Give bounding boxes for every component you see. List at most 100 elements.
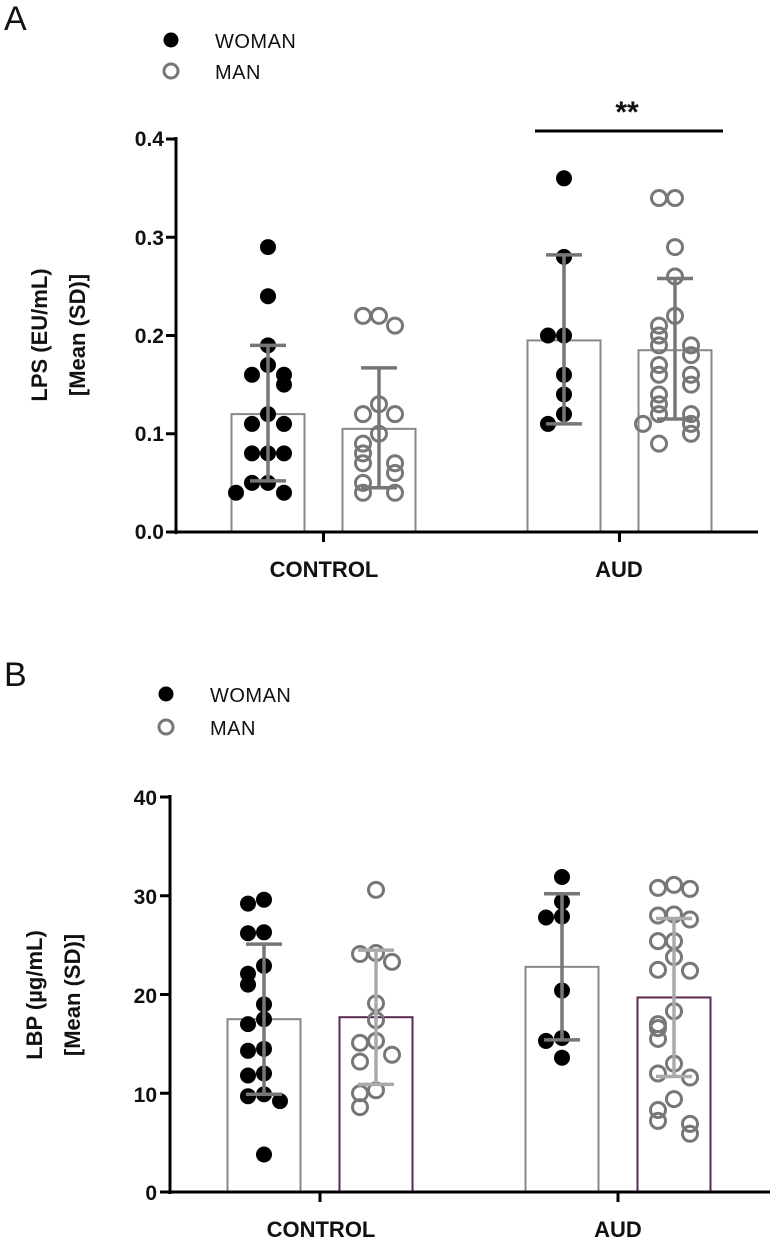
x-category-aud-b: AUD <box>594 1217 642 1242</box>
data-point-man <box>650 405 668 424</box>
data-point-woman <box>260 288 276 305</box>
data-point-woman <box>244 445 260 462</box>
data-point-man <box>666 188 684 207</box>
x-category-control-a: CONTROL <box>270 557 379 582</box>
y-tick-label: 40 <box>134 787 157 810</box>
data-point-man <box>649 1019 667 1038</box>
data-point-man <box>383 1045 401 1064</box>
data-point-man <box>354 434 372 453</box>
data-point-woman <box>240 1042 256 1059</box>
significance-label-a: ** <box>615 96 639 129</box>
y-tick-label: 10 <box>134 1084 157 1107</box>
data-point-man <box>682 375 700 394</box>
data-point-man <box>649 906 667 925</box>
data-point-woman <box>240 895 256 912</box>
data-point-man <box>634 414 652 433</box>
data-point-man <box>367 880 385 899</box>
data-point-woman <box>244 366 260 383</box>
data-point-man <box>649 932 667 951</box>
legend-a: WOMAN MAN <box>162 31 296 84</box>
legend-man-label: MAN <box>210 718 256 740</box>
data-point-man <box>649 960 667 979</box>
data-point-man <box>351 1098 369 1117</box>
data-point-man <box>682 405 700 424</box>
data-point-woman <box>244 415 260 432</box>
data-point-man <box>666 238 684 257</box>
legend-man-marker <box>157 718 175 736</box>
data-point-man <box>383 952 401 971</box>
x-category-control-b: CONTROL <box>267 1217 376 1242</box>
data-point-man <box>386 483 404 502</box>
panel-a: A WOMAN MAN LPS (EU/mL) [Mean (SD)] 0.0 … <box>4 0 758 582</box>
data-point-woman <box>240 1016 256 1033</box>
data-point-woman <box>276 415 292 432</box>
data-point-man <box>354 444 372 463</box>
data-point-man <box>354 454 372 473</box>
data-point-man <box>650 434 668 453</box>
data-point-woman <box>272 1093 288 1110</box>
data-point-woman <box>538 909 554 926</box>
data-point-man <box>386 316 404 335</box>
data-point-woman <box>276 376 292 393</box>
data-point-man <box>650 365 668 384</box>
y-tick-label: 0.2 <box>135 325 164 348</box>
legend-man-marker <box>162 62 180 80</box>
data-point-man <box>649 1064 667 1083</box>
y-axis-label-b-line2: [Mean (SD)] <box>60 934 85 1056</box>
data-point-man <box>681 961 699 980</box>
y-ticks-b: 0 10 20 30 40 <box>134 787 157 1205</box>
data-point-man <box>386 454 404 473</box>
data-point-woman <box>276 445 292 462</box>
legend-woman-label: WOMAN <box>210 685 291 707</box>
data-point-woman <box>256 924 272 941</box>
data-point-man <box>665 875 683 894</box>
data-point-man <box>682 414 700 433</box>
data-point-man <box>354 306 372 325</box>
legend-b: WOMAN MAN <box>157 685 291 740</box>
data-point-woman <box>276 484 292 501</box>
data-point-man <box>386 464 404 483</box>
data-point-man <box>650 326 668 345</box>
data-point-woman <box>240 925 256 942</box>
data-point-man <box>650 385 668 404</box>
y-tick-label: 20 <box>134 985 157 1008</box>
panel-b: B WOMAN MAN LBP (µg/mL) [Mean (SD)] 0 10… <box>4 656 770 1242</box>
data-point-man <box>681 1124 699 1143</box>
data-point-man <box>649 1029 667 1048</box>
data-point-man <box>682 336 700 355</box>
data-point-woman <box>240 1067 256 1084</box>
plot-area-a <box>166 137 758 542</box>
data-point-woman <box>256 891 272 908</box>
y-tick-label: 0.1 <box>135 423 165 446</box>
data-point-man <box>649 1111 667 1130</box>
panel-letter-b: B <box>4 656 27 694</box>
data-point-man <box>386 405 404 424</box>
y-tick-label: 0.3 <box>135 227 164 250</box>
data-point-woman <box>554 1049 570 1066</box>
data-point-woman <box>556 170 572 187</box>
data-point-man <box>682 424 700 443</box>
x-category-aud-a: AUD <box>595 557 643 582</box>
data-point-man <box>370 306 388 325</box>
data-point-man <box>650 336 668 355</box>
data-point-man <box>650 355 668 374</box>
y-axis-label-b: LBP (µg/mL) [Mean (SD)] <box>22 930 85 1060</box>
data-point-man <box>681 1114 699 1133</box>
data-point-woman <box>260 239 276 256</box>
y-axis-label-a: LPS (EU/mL) [Mean (SD)] <box>27 268 90 401</box>
y-tick-label: 30 <box>134 886 157 909</box>
data-point-woman <box>540 327 556 344</box>
y-axis-label-a-line2: [Mean (SD)] <box>65 274 90 396</box>
data-point-man <box>650 395 668 414</box>
data-point-man <box>682 346 700 365</box>
legend-man-label: MAN <box>215 62 261 84</box>
data-point-man <box>650 316 668 335</box>
data-point-man <box>682 365 700 384</box>
panel-letter-a: A <box>4 0 27 38</box>
data-point-man <box>649 878 667 897</box>
data-point-man <box>354 483 372 502</box>
data-point-woman <box>554 868 570 885</box>
plot-area-b <box>160 795 770 1202</box>
data-point-man <box>351 1033 369 1052</box>
